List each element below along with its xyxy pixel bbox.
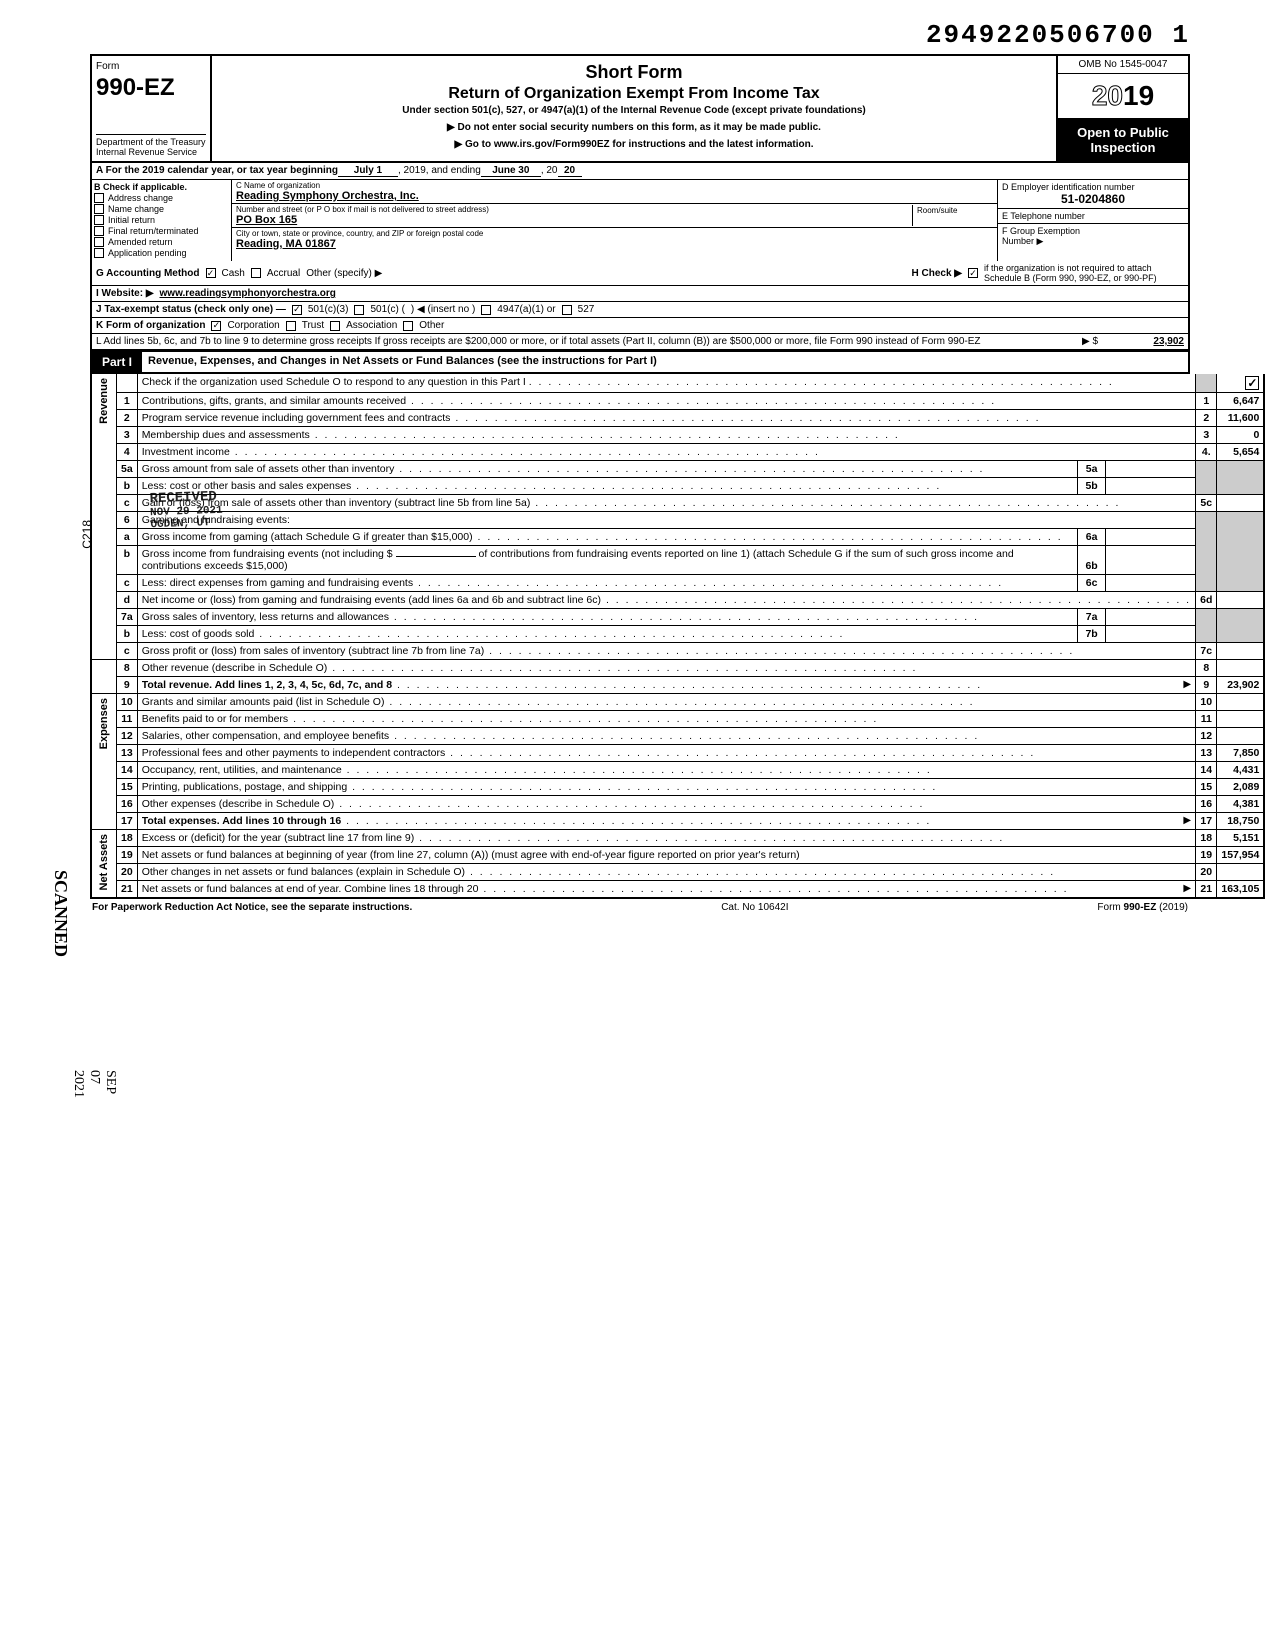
chk-4947[interactable] <box>481 305 491 315</box>
amt-5c <box>1217 495 1264 512</box>
amt-14: 4,431 <box>1217 762 1264 779</box>
form-number: 990-EZ <box>96 74 206 102</box>
room-suite-label: Room/suite <box>913 205 993 226</box>
amt-2: 11,600 <box>1217 410 1264 427</box>
chk-address-change[interactable] <box>94 193 104 203</box>
document-id: 2949220506700 1 <box>90 20 1190 50</box>
h-text: if the organization is not required to a… <box>984 263 1184 283</box>
k-label: K Form of organization <box>96 320 205 331</box>
amt-10 <box>1217 694 1264 711</box>
note-ssn: Do not enter social security numbers on … <box>220 122 1048 133</box>
amt-16: 4,381 <box>1217 796 1264 813</box>
amt-7c <box>1217 643 1264 660</box>
tax-year: 2019 <box>1058 74 1188 119</box>
amt-11 <box>1217 711 1264 728</box>
side-expenses: Expenses <box>96 696 112 751</box>
chk-schedule-o[interactable] <box>1245 376 1259 390</box>
year-yy: 20 <box>558 165 582 177</box>
footer-right: Form 990-EZ (2019) <box>1097 902 1188 913</box>
schedule-o-text: Check if the organization used Schedule … <box>142 376 526 388</box>
c218-stamp: C218 <box>80 520 94 549</box>
f-group-label2: Number ▶ <box>1002 236 1184 247</box>
e-phone-label: E Telephone number <box>1002 211 1184 221</box>
part-1-title: Revenue, Expenses, and Changes in Net As… <box>142 352 1188 372</box>
amt-13: 7,850 <box>1217 745 1264 762</box>
open-public-2: Inspection <box>1060 140 1186 155</box>
amt-8 <box>1217 660 1264 677</box>
amt-20 <box>1217 864 1264 881</box>
amt-18: 5,151 <box>1217 830 1264 847</box>
amt-6d <box>1217 592 1264 609</box>
website-value: www.readingsymphonyorchestra.org <box>160 288 336 299</box>
year-end: June 30 <box>481 165 541 177</box>
c-city-label: City or town, state or province, country… <box>236 229 993 238</box>
org-street: PO Box 165 <box>236 214 912 226</box>
ein-value: 51-0204860 <box>1002 192 1184 206</box>
amt-12 <box>1217 728 1264 745</box>
side-net-assets: Net Assets <box>96 832 112 892</box>
chk-501c3[interactable] <box>292 305 302 315</box>
f-group-label: F Group Exemption <box>1002 226 1184 236</box>
l-text: L Add lines 5b, 6c, and 7b to line 9 to … <box>96 336 1076 347</box>
c-street-label: Number and street (or P O box if mail is… <box>236 205 912 214</box>
received-stamp: RECEIVED NOV 29 2021 OGDEN, UT <box>149 489 223 532</box>
omb-number: OMB No 1545-0047 <box>1058 56 1188 74</box>
footer-cat: Cat. No 10642I <box>721 902 788 913</box>
amt-21: 163,105 <box>1217 881 1264 899</box>
org-name: Reading Symphony Orchestra, Inc. <box>236 190 993 202</box>
chk-initial-return[interactable] <box>94 215 104 225</box>
footer-left: For Paperwork Reduction Act Notice, see … <box>92 902 412 913</box>
c-name-label: C Name of organization <box>236 181 993 190</box>
scanned-date-stamp: SEP 07 2021 <box>70 1070 118 1098</box>
chk-association[interactable] <box>330 321 340 331</box>
g-label: G Accounting Method <box>96 268 200 279</box>
amt-17: 18,750 <box>1217 813 1264 830</box>
chk-cash[interactable] <box>206 268 216 278</box>
l-gross-receipts: 23,902 <box>1104 336 1184 347</box>
chk-accrual[interactable] <box>251 268 261 278</box>
open-public-1: Open to Public <box>1060 125 1186 140</box>
h-label: H Check ▶ <box>912 268 962 279</box>
i-label: I Website: ▶ <box>96 288 154 299</box>
note-url: Go to www.irs.gov/Form990EZ for instruct… <box>220 139 1048 150</box>
section-bcd: B Check if applicable. Address change Na… <box>90 180 1190 261</box>
chk-527[interactable] <box>562 305 572 315</box>
chk-other-org[interactable] <box>403 321 413 331</box>
chk-app-pending[interactable] <box>94 248 104 258</box>
b-header: B Check if applicable. <box>94 182 229 192</box>
amt-19: 157,954 <box>1217 847 1264 864</box>
chk-name-change[interactable] <box>94 204 104 214</box>
title-short-form: Short Form <box>220 62 1048 83</box>
amt-4: 5,654 <box>1217 444 1264 461</box>
chk-final-return[interactable] <box>94 226 104 236</box>
part-1-tag: Part I <box>92 352 142 372</box>
chk-501c-other[interactable] <box>354 305 364 315</box>
dept-1: Department of the Treasury <box>96 137 206 147</box>
form-prefix: Form <box>96 61 119 72</box>
lines-table: Revenue Check if the organization used S… <box>90 374 1265 899</box>
amt-1: 6,647 <box>1217 393 1264 410</box>
amt-15: 2,089 <box>1217 779 1264 796</box>
dept-2: Internal Revenue Service <box>96 147 206 157</box>
scanned-stamp: SCANNED <box>50 870 71 957</box>
j-label: J Tax-exempt status (check only one) — <box>96 304 286 315</box>
subtitle: Under section 501(c), 527, or 4947(a)(1)… <box>220 105 1048 116</box>
chk-h[interactable] <box>968 268 978 278</box>
amt-9: 23,902 <box>1217 677 1264 694</box>
title-main: Return of Organization Exempt From Incom… <box>220 85 1048 103</box>
form-header: Form 990-EZ Department of the Treasury I… <box>90 54 1190 163</box>
chk-trust[interactable] <box>286 321 296 331</box>
chk-corporation[interactable] <box>211 321 221 331</box>
org-city: Reading, MA 01867 <box>236 238 993 250</box>
row-a: A For the 2019 calendar year, or tax yea… <box>90 163 1190 180</box>
d-ein-label: D Employer identification number <box>1002 182 1184 192</box>
chk-amended[interactable] <box>94 237 104 247</box>
year-begin: July 1 <box>338 165 398 177</box>
side-revenue: Revenue <box>96 376 112 426</box>
amt-3: 0 <box>1217 427 1264 444</box>
